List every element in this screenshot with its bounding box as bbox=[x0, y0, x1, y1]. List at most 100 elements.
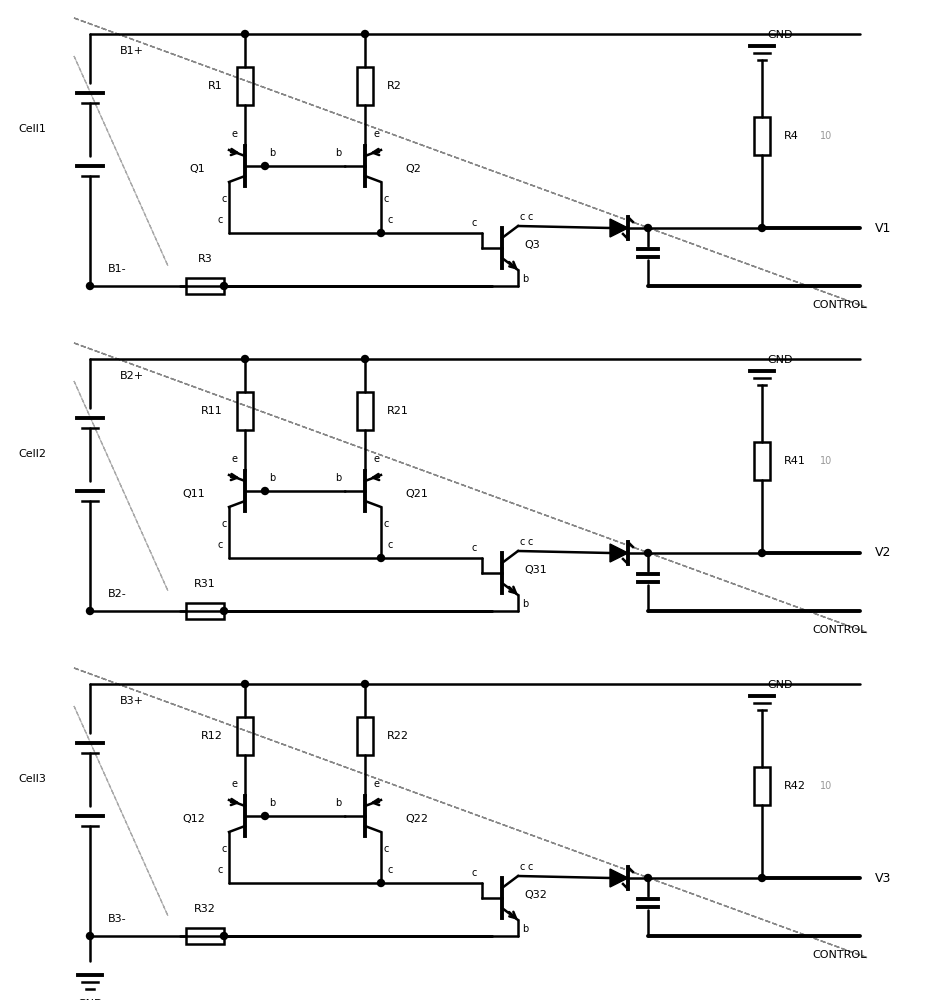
Text: c: c bbox=[387, 215, 393, 225]
Polygon shape bbox=[610, 219, 628, 237]
Text: B1-: B1- bbox=[108, 264, 126, 274]
Text: Cell1: Cell1 bbox=[18, 124, 46, 134]
Text: c: c bbox=[520, 537, 526, 547]
Circle shape bbox=[362, 680, 368, 688]
Text: R32: R32 bbox=[194, 904, 216, 914]
Text: b: b bbox=[522, 274, 529, 284]
Text: e: e bbox=[373, 129, 379, 139]
Text: c: c bbox=[383, 194, 388, 204]
Text: c: c bbox=[218, 215, 223, 225]
Text: c: c bbox=[520, 212, 526, 222]
Text: R42: R42 bbox=[784, 781, 806, 791]
Bar bbox=[186, 928, 224, 944]
Bar bbox=[186, 278, 224, 294]
Text: Cell3: Cell3 bbox=[18, 774, 46, 784]
Bar bbox=[237, 717, 253, 755]
Text: c: c bbox=[472, 218, 477, 228]
Polygon shape bbox=[610, 544, 628, 562]
Text: e: e bbox=[231, 779, 237, 789]
Text: c: c bbox=[472, 868, 477, 878]
Circle shape bbox=[87, 282, 93, 290]
Text: R11: R11 bbox=[201, 406, 223, 416]
Text: 10: 10 bbox=[820, 781, 833, 791]
Text: R2: R2 bbox=[387, 81, 402, 91]
Text: Q1: Q1 bbox=[189, 164, 205, 174]
Text: B3-: B3- bbox=[108, 914, 126, 924]
Text: b: b bbox=[269, 798, 276, 808]
Circle shape bbox=[221, 282, 228, 290]
Text: e: e bbox=[373, 454, 379, 464]
Text: R22: R22 bbox=[387, 731, 409, 741]
Text: b: b bbox=[335, 798, 341, 808]
Text: R4: R4 bbox=[784, 131, 799, 141]
Text: c: c bbox=[222, 194, 227, 204]
Bar bbox=[754, 117, 770, 155]
Text: CONTROL: CONTROL bbox=[813, 625, 868, 635]
Circle shape bbox=[758, 550, 766, 556]
Bar bbox=[357, 67, 373, 105]
Text: c: c bbox=[218, 865, 223, 875]
Text: c: c bbox=[222, 844, 227, 854]
Text: R1: R1 bbox=[209, 81, 223, 91]
Text: R31: R31 bbox=[194, 579, 216, 589]
Text: b: b bbox=[522, 924, 529, 934]
Text: CONTROL: CONTROL bbox=[813, 950, 868, 960]
Text: CONTROL: CONTROL bbox=[813, 300, 868, 310]
Text: Q31: Q31 bbox=[524, 565, 547, 575]
Bar bbox=[186, 603, 224, 619]
Text: B3+: B3+ bbox=[120, 696, 144, 706]
Circle shape bbox=[758, 225, 766, 232]
Text: GND: GND bbox=[767, 355, 793, 365]
Bar bbox=[357, 717, 373, 755]
Text: b: b bbox=[269, 148, 276, 158]
Text: c: c bbox=[383, 844, 388, 854]
Circle shape bbox=[242, 356, 248, 362]
Circle shape bbox=[758, 874, 766, 882]
Text: Cell2: Cell2 bbox=[18, 449, 46, 459]
Text: b: b bbox=[522, 599, 529, 609]
Polygon shape bbox=[610, 869, 628, 887]
Circle shape bbox=[242, 30, 248, 37]
Bar bbox=[754, 767, 770, 805]
Text: c: c bbox=[528, 537, 533, 547]
Text: GND: GND bbox=[767, 30, 793, 40]
Text: c: c bbox=[383, 519, 388, 529]
Bar bbox=[237, 392, 253, 430]
Text: Q11: Q11 bbox=[182, 489, 205, 499]
Circle shape bbox=[261, 812, 268, 820]
Text: c: c bbox=[528, 862, 533, 872]
Bar bbox=[754, 442, 770, 480]
Text: c: c bbox=[218, 540, 223, 550]
Text: 10: 10 bbox=[820, 456, 833, 466]
Circle shape bbox=[87, 607, 93, 614]
Text: B2+: B2+ bbox=[120, 371, 144, 381]
Circle shape bbox=[362, 356, 368, 362]
Text: c: c bbox=[387, 540, 393, 550]
Circle shape bbox=[242, 680, 248, 688]
Text: c: c bbox=[520, 862, 526, 872]
Circle shape bbox=[378, 880, 384, 886]
Bar bbox=[237, 67, 253, 105]
Text: c: c bbox=[472, 543, 477, 553]
Circle shape bbox=[645, 874, 651, 882]
Text: b: b bbox=[335, 148, 341, 158]
Text: V1: V1 bbox=[875, 222, 891, 234]
Circle shape bbox=[87, 932, 93, 940]
Text: Q22: Q22 bbox=[405, 814, 428, 824]
Text: b: b bbox=[269, 473, 276, 483]
Text: R3: R3 bbox=[197, 254, 212, 264]
Bar bbox=[357, 392, 373, 430]
Text: b: b bbox=[335, 473, 341, 483]
Text: R41: R41 bbox=[784, 456, 806, 466]
Text: R12: R12 bbox=[201, 731, 223, 741]
Text: c: c bbox=[222, 519, 227, 529]
Text: R21: R21 bbox=[387, 406, 409, 416]
Circle shape bbox=[645, 225, 651, 232]
Text: e: e bbox=[231, 454, 237, 464]
Text: B2-: B2- bbox=[108, 589, 126, 599]
Circle shape bbox=[221, 932, 228, 940]
Text: Q32: Q32 bbox=[524, 890, 547, 900]
Text: GND: GND bbox=[767, 680, 793, 690]
Circle shape bbox=[221, 607, 228, 614]
Text: e: e bbox=[231, 129, 237, 139]
